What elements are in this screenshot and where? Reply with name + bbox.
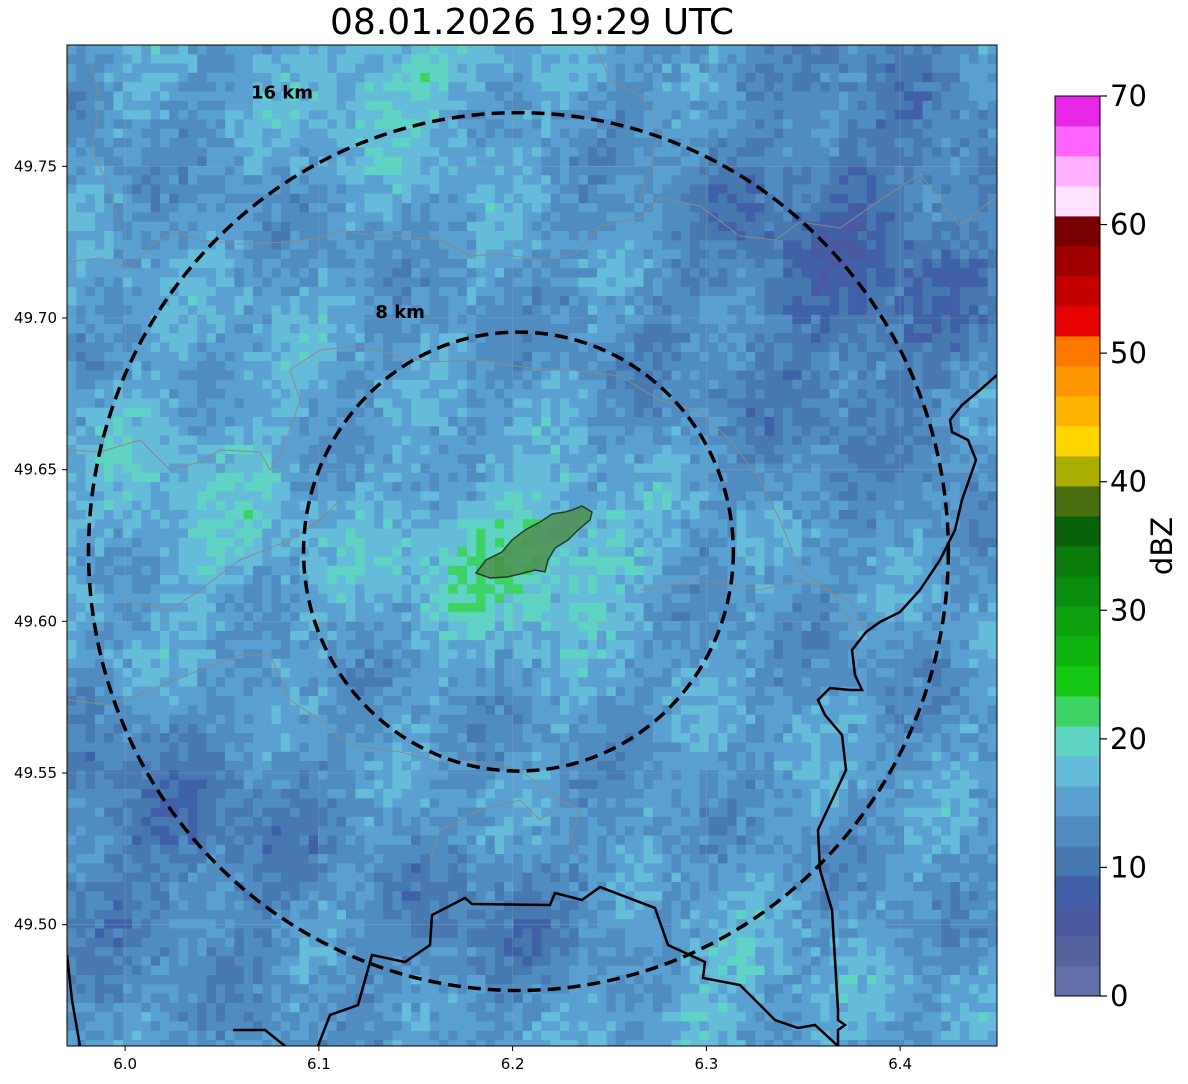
border-line [119, 499, 341, 611]
colorbar-tick-label: 40 [1110, 465, 1147, 499]
colorbar-segment [1055, 306, 1100, 337]
colorbar-segment [1055, 666, 1100, 697]
national-border-south [316, 885, 839, 1046]
x-tick-label: 6.3 [694, 1055, 718, 1073]
axis-ticks: 6.0 6.1 6.2 6.3 6.4 49.75 49.70 49.65 49.60 49.55… [14, 157, 912, 1073]
colorbar-tick-label: 0 [1110, 979, 1128, 1013]
border-line [594, 45, 661, 201]
colorbar-segment [1055, 726, 1100, 757]
y-tick-label: 49.60 [14, 612, 57, 630]
y-tick-label: 49.50 [14, 916, 57, 934]
colorbar-segment [1055, 966, 1100, 997]
x-tick-label: 6.1 [307, 1055, 331, 1073]
colorbar-segment [1055, 336, 1100, 367]
colorbar-segment [1055, 126, 1100, 157]
border-line [429, 799, 561, 861]
map-frame [66, 44, 998, 1047]
colorbar-segment [1055, 516, 1100, 547]
colorbar-segment [1055, 276, 1100, 307]
colorbar-segment [1055, 546, 1100, 577]
colorbar-tick-label: 30 [1110, 593, 1147, 627]
map-gridlines [67, 45, 997, 1046]
colorbar-tick-label: 10 [1110, 850, 1147, 884]
colorbar-segment [1055, 936, 1100, 967]
colorbar-label: dBZ [1145, 517, 1179, 575]
colorbar-segment [1055, 216, 1100, 247]
colorbar-segment [1055, 846, 1100, 877]
colorbar-frame [1054, 95, 1101, 997]
colorbar-tick-label: 60 [1110, 208, 1147, 242]
border-line [67, 173, 997, 269]
y-tick-label: 49.75 [14, 157, 57, 175]
national-borders [67, 374, 997, 1046]
reflectivity-grid [67, 45, 997, 1046]
colorbar-tick-label: 70 [1110, 79, 1147, 113]
colorbar-segment [1055, 696, 1100, 727]
ring-label: 16 km [251, 83, 313, 104]
colorbar-segment [1055, 606, 1100, 637]
city-outline [474, 505, 593, 579]
y-tick-label: 49.65 [14, 461, 57, 479]
ring-label: 8 km [375, 302, 425, 323]
colorbar-segment [1055, 426, 1100, 457]
colorbar-segment [1055, 636, 1100, 667]
range-rings: 8 km 16 km [86, 83, 951, 993]
colorbar-tick-label: 50 [1110, 336, 1147, 370]
y-tick-label: 49.55 [14, 764, 57, 782]
colorbar-segment [1055, 396, 1100, 427]
colorbar-segment [1055, 756, 1100, 787]
colorbar-segment [1055, 246, 1100, 277]
radar-map[interactable]: 8 km 16 km [67, 45, 998, 1050]
y-tick-label: 49.70 [14, 309, 57, 327]
national-border-southwest [233, 1028, 286, 1046]
admin-borders [67, 45, 997, 861]
x-tick-label: 6.4 [888, 1055, 912, 1073]
colorbar-segment [1055, 876, 1100, 907]
colorbar-segment [1055, 186, 1100, 217]
colorbar-segment [1055, 576, 1100, 607]
x-tick-label: 6.0 [113, 1055, 137, 1073]
border-line [89, 59, 121, 231]
colorbar-segment [1055, 906, 1100, 937]
national-border-east [816, 374, 997, 1046]
colorbar-segment [1055, 96, 1100, 127]
colorbar: 0 10 20 30 40 50 60 70 dBZ [1054, 79, 1179, 1013]
range-ring [301, 330, 736, 773]
colorbar-tick-label: 20 [1110, 722, 1147, 756]
range-ring [86, 110, 951, 993]
border-line [67, 345, 861, 641]
national-border-west [67, 954, 82, 1046]
colorbar-segment [1055, 786, 1100, 817]
colorbar-segment [1055, 456, 1100, 487]
colorbar-segment [1055, 486, 1100, 517]
colorbar-segment [1055, 816, 1100, 847]
map-title: 08.01.2026 19:29 UTC [329, 2, 735, 43]
border-line [639, 579, 871, 641]
border-line [67, 654, 581, 861]
colorbar-segment [1055, 366, 1100, 397]
x-tick-label: 6.2 [501, 1055, 525, 1073]
colorbar-segment [1055, 156, 1100, 187]
